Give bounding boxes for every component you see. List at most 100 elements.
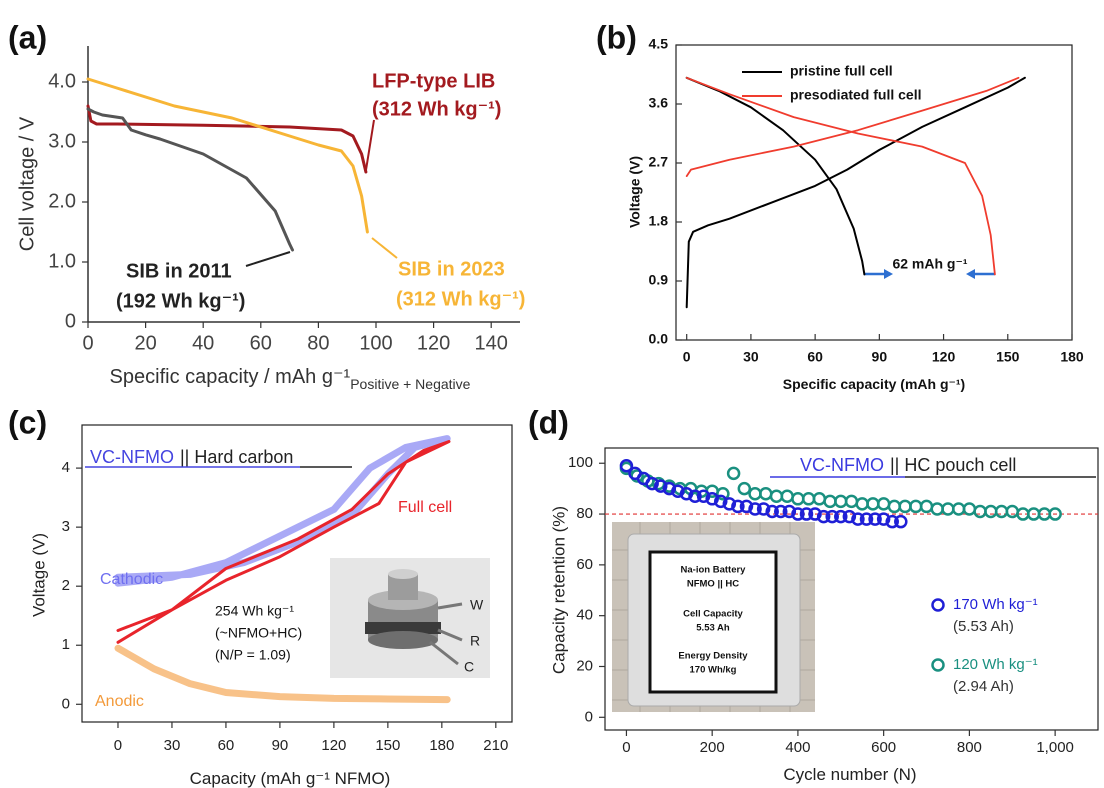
y-tick-label: 3.0	[48, 130, 76, 152]
scatter-point	[765, 504, 779, 519]
panel-label: (d)	[528, 404, 569, 440]
series-energy: (312 Wh kg⁻¹)	[396, 288, 525, 310]
x-tick-label: 80	[307, 332, 329, 354]
x-axis-label: Capacity (mAh g⁻¹ NFMO)	[190, 769, 391, 788]
lead	[437, 602, 463, 610]
series-label: Full cell	[398, 499, 452, 516]
scatter-point	[630, 469, 644, 483]
x-tick-label: 90	[272, 737, 289, 754]
panel-title: VC-NFMO || HC pouch cell	[800, 455, 1016, 475]
x-axis-label: Specific capacity (mAh g⁻¹)	[783, 376, 965, 392]
y-tick-label: 4.5	[649, 36, 669, 52]
scatter-point	[722, 497, 737, 511]
cell-bottom	[368, 631, 438, 649]
y-axis-label: Capacity retention (%)	[549, 506, 568, 674]
inset-text: 170 Wh/kg	[690, 665, 737, 676]
inset-text: Na-ion Battery	[681, 565, 747, 576]
inset-photo-c: W R C	[330, 558, 490, 678]
scatter-point	[716, 486, 730, 501]
scatter-point	[834, 509, 848, 524]
x-tick-label: 40	[192, 332, 214, 354]
scatter-point	[816, 509, 831, 524]
x-tick-label: 400	[785, 739, 810, 756]
title-main: VC-NFMO	[90, 447, 174, 467]
scatter-point	[808, 507, 822, 521]
inset-text: Cell Capacity	[683, 609, 743, 620]
series-energy: (192 Wh kg⁻¹)	[116, 290, 245, 312]
x-tick-label: 800	[957, 739, 982, 756]
x-tick-label: 60	[218, 737, 235, 754]
panel-label: (a)	[8, 19, 47, 55]
scatter-point	[774, 504, 788, 519]
y-tick-label: 4.0	[48, 70, 76, 92]
annotation: (~NFMO+HC)	[215, 625, 302, 641]
y-tick-label: 0	[585, 708, 593, 725]
x-tick-label: 150	[375, 737, 400, 754]
y-tick-label: 1.0	[48, 250, 76, 272]
scatter-point	[799, 507, 814, 521]
x-tick-label: 120	[417, 332, 450, 354]
y-tick-label: 1.8	[649, 213, 669, 229]
x-tick-label: 20	[134, 332, 156, 354]
plot-frame	[81, 424, 513, 723]
series-line	[116, 440, 451, 644]
y-tick-label: 4	[62, 459, 70, 476]
x-axis-label-main: Specific capacity (mAh g⁻¹)	[783, 376, 965, 392]
scatter-point	[705, 492, 719, 506]
scatter-point	[825, 509, 839, 524]
connector	[245, 251, 291, 267]
scatter-point	[696, 489, 711, 504]
title-suffix: || Hard carbon	[180, 447, 293, 467]
series-line	[86, 77, 369, 234]
scatter-point	[842, 509, 857, 524]
series-line	[86, 104, 368, 174]
connector	[365, 119, 375, 171]
x-tick-label: 0	[82, 332, 93, 354]
scatter-point	[748, 502, 762, 516]
x-tick-label: 60	[250, 332, 272, 354]
legend-label: pristine full cell	[790, 63, 893, 79]
x-axis-label-main: Cycle number (N)	[783, 765, 916, 784]
scatter-point	[619, 459, 634, 473]
y-axis-label: Voltage (V)	[627, 156, 643, 228]
y-tick-label: 3.6	[649, 95, 669, 111]
x-tick-label: 90	[872, 349, 888, 365]
scatter-point	[653, 479, 668, 493]
panel-label: (b)	[596, 19, 637, 55]
x-tick-label: 150	[996, 349, 1020, 365]
scatter-point	[1048, 507, 1062, 521]
scatter-point	[739, 499, 754, 514]
inset-text: 5.53 Ah	[696, 623, 730, 634]
legend-label: presodiated full cell	[790, 87, 921, 103]
y-tick-label: 20	[576, 657, 593, 674]
series-label: SIB in 2011	[126, 260, 232, 282]
y-tick-label: 60	[576, 556, 593, 573]
arrowhead	[884, 269, 893, 279]
cell-cap-top	[388, 569, 418, 579]
inset-label: R	[470, 633, 480, 649]
y-tick-label: 0.0	[649, 331, 669, 347]
series-line	[114, 435, 451, 587]
y-tick-label: 2.0	[48, 190, 76, 212]
series-line	[114, 644, 451, 704]
scatter-point	[894, 514, 908, 529]
x-tick-label: 600	[871, 739, 896, 756]
cell-band	[365, 622, 441, 634]
scatter-point	[876, 512, 891, 526]
x-tick-label: 120	[321, 737, 346, 754]
panel-label: (c)	[8, 404, 47, 440]
x-tick-label: 210	[483, 737, 508, 754]
y-tick-label: 2	[62, 577, 70, 594]
series-line	[685, 76, 1020, 276]
x-tick-label: 140	[475, 332, 508, 354]
scatter-point	[713, 494, 728, 509]
y-tick-label: 1	[62, 636, 70, 653]
scatter-point	[662, 481, 677, 496]
scatter-point	[671, 484, 685, 498]
legend-sublabel: (2.94 Ah)	[953, 678, 1014, 695]
legend-marker	[931, 658, 945, 672]
legend-sublabel: (5.53 Ah)	[953, 618, 1014, 635]
x-tick-label: 1,000	[1036, 739, 1074, 756]
x-tick-label: 60	[807, 349, 823, 365]
legend-label: 120 Wh kg⁻¹	[953, 656, 1038, 673]
